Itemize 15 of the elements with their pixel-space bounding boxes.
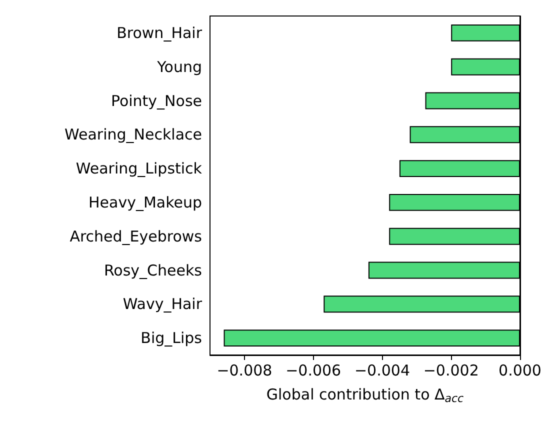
y-tick-label: Pointy_Nose (110, 92, 202, 110)
y-tick-label: Wearing_Necklace (64, 126, 202, 144)
y-tick-label: Wearing_Lipstick (76, 160, 202, 178)
x-tick-label: −0.004 (354, 362, 410, 380)
y-tick-label: Big_Lips (140, 329, 202, 348)
y-tick-label: Brown_Hair (116, 24, 203, 42)
x-tick-label: −0.002 (423, 362, 479, 380)
y-tick-label: Arched_Eyebrows (70, 227, 202, 246)
x-tick-label: −0.006 (286, 362, 342, 380)
y-tick-label: Wavy_Hair (122, 295, 203, 314)
y-tick-label: Young (156, 58, 202, 76)
x-tick-label: 0.000 (498, 362, 542, 380)
y-tick-label: Heavy_Makeup (88, 193, 202, 212)
x-tick-label: −0.008 (216, 362, 272, 380)
y-tick-label: Rosy_Cheeks (104, 261, 202, 280)
